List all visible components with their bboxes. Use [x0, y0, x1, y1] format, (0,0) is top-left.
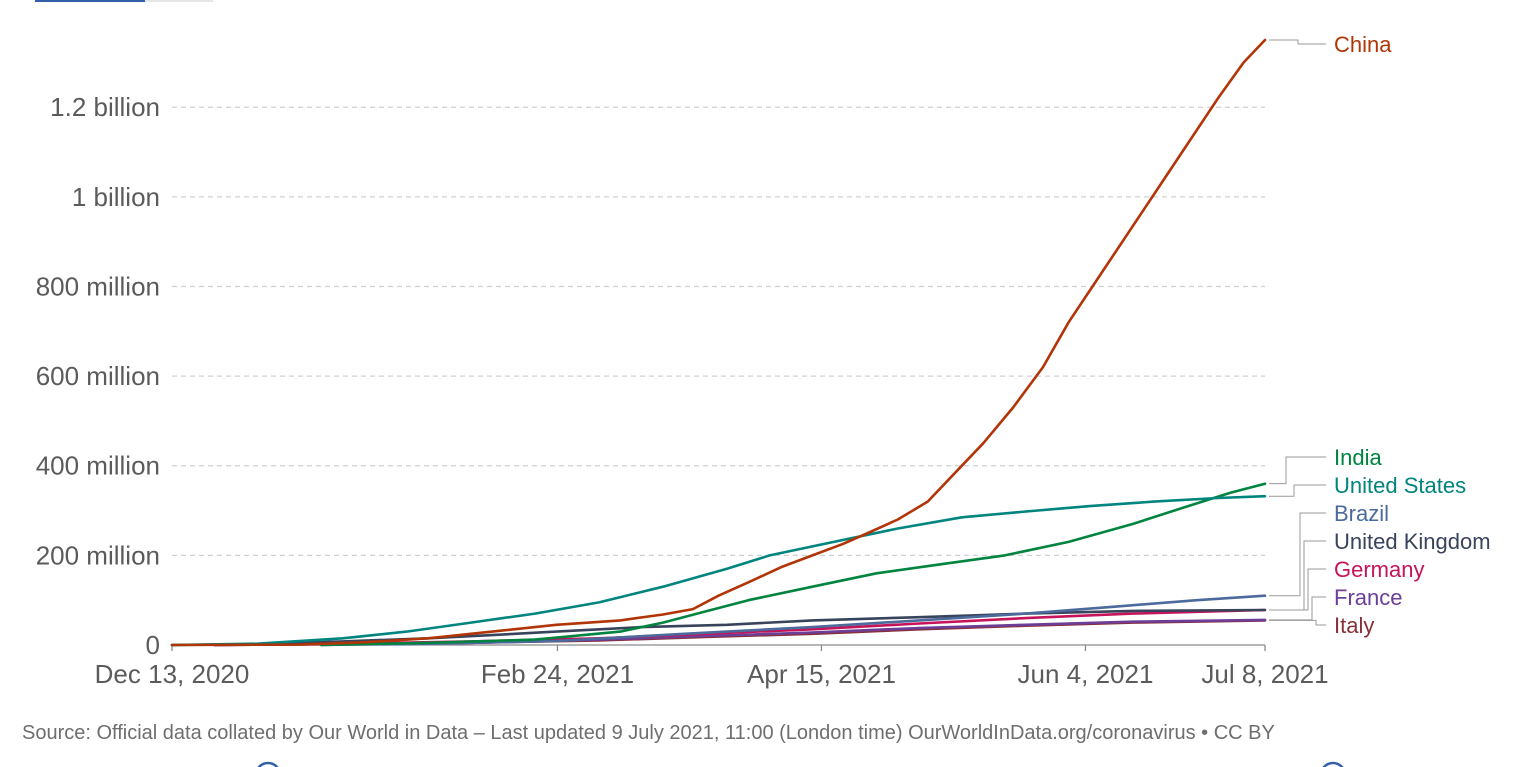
- x-tick-label: Jul 8, 2021: [1201, 659, 1328, 689]
- legend-connector: [1269, 456, 1326, 485]
- legend-connector: [1269, 484, 1326, 497]
- y-tick-label: 600 million: [36, 361, 160, 391]
- x-axis-ticks: Dec 13, 2020 Feb 24, 2021 Apr 15, 2021 Jun …: [95, 645, 1329, 689]
- y-tick-label: 200 million: [36, 540, 160, 570]
- legend-label-united-kingdom[interactable]: United Kingdom: [1334, 529, 1491, 554]
- legend-connector: [1269, 568, 1326, 611]
- y-tick-label: 1 billion: [72, 182, 160, 212]
- legend-label-italy[interactable]: Italy: [1334, 613, 1374, 638]
- legend-label-france[interactable]: France: [1334, 585, 1402, 610]
- x-tick-label: Feb 24, 2021: [481, 659, 634, 689]
- info-icon[interactable]: [256, 761, 280, 767]
- y-tick-label: 400 million: [36, 451, 160, 481]
- source-note: Source: Official data collated by Our Wo…: [22, 722, 1275, 744]
- y-tick-label: 1.2 billion: [50, 92, 160, 122]
- series-line-china: [170, 38, 1267, 647]
- series-line-india: [320, 482, 1267, 647]
- gridlines: [172, 106, 1265, 557]
- legend-label-brazil[interactable]: Brazil: [1334, 501, 1389, 526]
- x-tick-label: Jun 4, 2021: [1018, 659, 1154, 689]
- y-tick-label: 0: [146, 630, 160, 660]
- legend-connector: [1269, 619, 1326, 626]
- series-line-united-states: [170, 494, 1267, 647]
- legend-label-united-states[interactable]: United States: [1334, 473, 1466, 498]
- legend-label-germany[interactable]: Germany: [1334, 557, 1424, 582]
- legend-connector: [1269, 540, 1326, 611]
- legend-connector: [1269, 596, 1326, 621]
- legend: China India United States Brazil United King…: [1269, 32, 1491, 638]
- series-lines: [170, 38, 1267, 647]
- legend-connector: [1269, 512, 1326, 597]
- share-icon[interactable]: [1321, 761, 1345, 767]
- x-tick-label: Dec 13, 2020: [95, 659, 250, 689]
- chart-tab-active[interactable]: [35, 0, 145, 2]
- legend-label-china[interactable]: China: [1334, 32, 1392, 57]
- series-line-brazil: [320, 594, 1267, 647]
- legend-connector: [1269, 39, 1326, 45]
- y-axis-ticks: 0 200 million 400 million 600 million 800 mi…: [36, 92, 160, 660]
- y-tick-label: 800 million: [36, 271, 160, 301]
- legend-label-india[interactable]: India: [1334, 445, 1382, 470]
- x-tick-label: Apr 15, 2021: [747, 659, 896, 689]
- table-tab[interactable]: [145, 0, 213, 2]
